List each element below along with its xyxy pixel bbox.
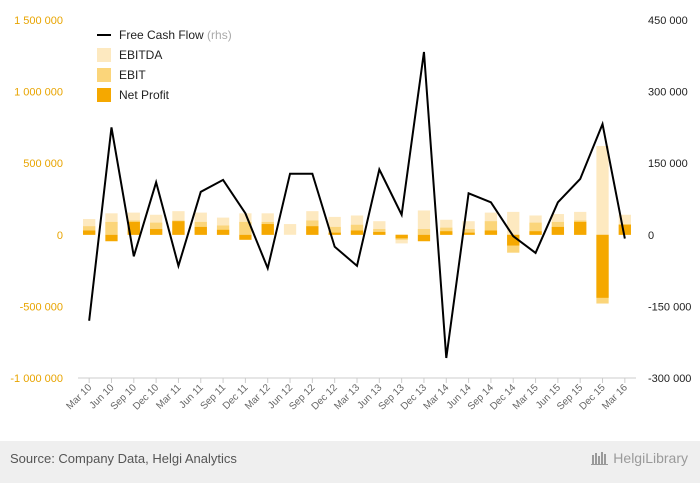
line-free-cash-flow — [88, 51, 626, 359]
bar-ebit — [239, 221, 252, 235]
bar-net-profit — [529, 231, 542, 235]
legend-label: EBITDA — [119, 48, 162, 62]
bar-ebitda — [507, 211, 520, 235]
bar-net-profit — [127, 221, 140, 235]
bar-net-profit — [596, 234, 609, 298]
legend: Free Cash Flow (rhs) EBITDA EBIT Net Profit — [97, 28, 232, 102]
bar-net-profit — [194, 226, 207, 235]
bar-ebit — [417, 229, 431, 235]
brand-logo: HelgiLibrary — [591, 450, 688, 466]
bar-net-profit — [395, 234, 408, 239]
y-right-tick-label: 150 000 — [648, 158, 688, 170]
x-tick-label: Mar 16 — [600, 382, 630, 412]
x-tick-label: Mar 11 — [154, 382, 184, 412]
line-series — [88, 51, 626, 359]
y-left-tick-label: 1 500 000 — [14, 15, 63, 27]
bar-net-profit — [440, 231, 453, 235]
x-tick-label: Dec 10 — [131, 382, 161, 412]
brand-name: HelgiLibrary — [613, 450, 688, 466]
legend-swatch — [97, 88, 111, 102]
bar-net-profit — [261, 224, 274, 235]
x-tick-label: Mar 10 — [64, 382, 94, 412]
bar-net-profit — [239, 234, 252, 240]
bar-ebit — [105, 221, 118, 235]
y-right-tick-label: 450 000 — [648, 15, 688, 27]
y-left-tick-label: 500 000 — [23, 158, 63, 170]
bar-ebit — [328, 226, 341, 235]
bar-net-profit — [328, 232, 341, 235]
y-left-tick-label: -500 000 — [20, 301, 63, 313]
bar-net-profit — [172, 221, 185, 235]
bar-ebitda — [417, 210, 431, 235]
x-tick-label: Mar 13 — [332, 382, 362, 412]
bar-net-profit — [462, 232, 475, 235]
bar-net-profit — [105, 234, 118, 242]
legend-swatch — [97, 48, 111, 62]
bar-net-profit — [216, 229, 230, 235]
bar-net-profit — [574, 221, 587, 235]
left-axis: -1 000 000 -500 000 0 500 000 1 000 000 1 500… — [10, 15, 63, 385]
bar-net-profit — [507, 234, 520, 246]
legend-label: Net Profit — [119, 88, 170, 102]
x-tick-label: Mar 14 — [422, 382, 452, 412]
y-right-tick-label: 0 — [648, 230, 654, 242]
y-right-tick-label: 300 000 — [648, 87, 688, 99]
legend-label-suffix: (rhs) — [204, 28, 232, 42]
bar-net-profit — [306, 226, 319, 235]
bar-net-profit — [551, 226, 565, 235]
bar-net-profit — [618, 224, 631, 235]
y-right-tick-label: -300 000 — [648, 373, 691, 385]
y-left-tick-label: 1 000 000 — [14, 87, 63, 99]
legend-label: Free Cash Flow (rhs) — [119, 28, 232, 42]
library-icon — [591, 452, 609, 465]
bar-net-profit — [83, 230, 96, 235]
y-left-tick-label: 0 — [57, 230, 63, 242]
chart: -1 000 000 -500 000 0 500 000 1 000 000 1 500… — [10, 15, 691, 413]
legend-label: EBIT — [119, 68, 146, 82]
bar-ebitda — [283, 224, 297, 235]
bar-ebit — [350, 224, 364, 235]
bar-net-profit — [373, 231, 386, 235]
x-tick-label: Mar 12 — [243, 382, 273, 412]
bar-net-profit — [484, 230, 498, 235]
y-left-tick-label: -1 000 000 — [10, 373, 63, 385]
bar-net-profit — [149, 229, 163, 235]
bar-net-profit — [417, 234, 431, 242]
y-right-tick-label: -150 000 — [648, 301, 691, 313]
x-tick-label: Mar 15 — [511, 382, 541, 412]
source-note: Source: Company Data, Helgi Analytics — [10, 451, 237, 466]
bar-ebit — [462, 229, 475, 235]
bar-net-profit — [350, 230, 364, 235]
footer: Source: Company Data, Helgi Analytics He… — [0, 441, 700, 483]
right-axis: -300 000 -150 000 0 150 000 300 000 450 000 — [648, 15, 691, 385]
bar-ebitda — [596, 146, 609, 235]
legend-swatch — [97, 68, 111, 82]
